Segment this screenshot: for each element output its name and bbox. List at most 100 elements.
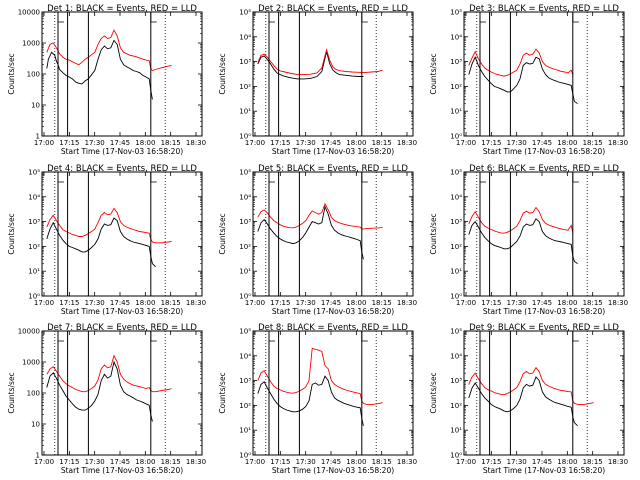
x-tick-label: 17:15 — [270, 139, 290, 147]
x-tick-label: 17:45 — [532, 458, 552, 466]
x-axis-label: Start Time (17-Nov-03 16:58:20) — [272, 466, 394, 475]
x-tick-label: 17:15 — [270, 299, 290, 307]
plot-frame — [463, 11, 625, 137]
series-events-line — [468, 376, 578, 427]
flag-marker — [572, 12, 579, 23]
series-lld-line — [46, 29, 172, 72]
x-tick-label: 18:30 — [608, 299, 628, 307]
flag-marker — [150, 172, 157, 183]
x-tick-label: 17:30 — [507, 139, 527, 147]
series-events-line — [468, 218, 578, 265]
x-tick-label: 17:00 — [245, 299, 265, 307]
series-lld-line — [46, 354, 172, 393]
x-tick-label: 17:45 — [321, 139, 341, 147]
y-tick-label: 1000 — [22, 359, 40, 367]
x-tick-label: 17:30 — [296, 458, 316, 466]
y-tick-label: 10⁵ — [28, 169, 40, 177]
panel-title: Det 8: BLACK = Events, RED = LLD — [258, 323, 408, 333]
plot-frame — [252, 330, 414, 456]
x-tick-label: 17:15 — [59, 299, 79, 307]
flag-marker — [268, 172, 275, 183]
y-tick-label: 10 — [31, 102, 40, 110]
x-tick-label: 18:00 — [135, 458, 155, 466]
x-tick-label: 18:00 — [557, 139, 577, 147]
x-tick-label: 17:15 — [481, 139, 501, 147]
x-tick-label: 18:00 — [135, 139, 155, 147]
series-lld-line — [46, 207, 172, 244]
x-axis-label: Start Time (17-Nov-03 16:58:20) — [272, 147, 394, 156]
x-axis-label: Start Time (17-Nov-03 16:58:20) — [61, 466, 183, 475]
x-tick-label: 17:00 — [245, 458, 265, 466]
y-tick-label: 10⁵ — [239, 169, 251, 177]
y-tick-label: 10³ — [28, 218, 40, 226]
x-tick-label: 17:45 — [110, 299, 130, 307]
x-axis-label: Start Time (17-Nov-03 16:58:20) — [272, 307, 394, 316]
y-tick-label: 10² — [239, 83, 251, 91]
x-tick-label: 18:15 — [161, 139, 181, 147]
x-tick-label: 18:30 — [186, 139, 206, 147]
panel-title: Det 9: BLACK = Events, RED = LLD — [469, 323, 619, 333]
y-axis-label: Counts/sec — [429, 372, 438, 413]
plot-frame — [252, 171, 414, 297]
x-tick-label: 18:00 — [346, 139, 366, 147]
y-tick-label: 10⁴ — [450, 352, 462, 360]
y-tick-label: 10⁵ — [239, 328, 251, 336]
y-tick-label: 100 — [27, 390, 40, 398]
series-lld-line — [468, 206, 574, 234]
x-tick-label: 18:15 — [583, 139, 603, 147]
y-tick-label: 10⁵ — [239, 9, 251, 17]
plot-frame — [41, 171, 203, 297]
y-tick-label: 10 — [31, 421, 40, 429]
series-lld-line — [468, 48, 574, 77]
y-tick-label: 10¹ — [239, 268, 251, 276]
x-tick-label: 17:30 — [507, 458, 527, 466]
x-axis-label: Start Time (17-Nov-03 16:58:20) — [61, 147, 183, 156]
panel-det-1: Det 1: BLACK = Events, RED = LLD 1 10 100 10… — [7, 4, 206, 156]
panel-title: Det 1: BLACK = Events, RED = LLD — [47, 4, 197, 14]
y-axis-label: Counts/sec — [7, 213, 16, 254]
y-axis-label: Counts/sec — [218, 213, 227, 254]
x-tick-label: 17:30 — [507, 299, 527, 307]
y-tick-label: 10¹ — [450, 268, 462, 276]
y-tick-label: 1 — [36, 452, 40, 460]
x-tick-label: 17:30 — [296, 299, 316, 307]
y-axis-label: Counts/sec — [7, 53, 16, 94]
y-tick-label: 10⁰ — [239, 133, 251, 141]
x-tick-label: 17:15 — [59, 139, 79, 147]
series-events-line — [46, 360, 153, 422]
x-tick-label: 17:30 — [296, 139, 316, 147]
flag-marker — [361, 172, 368, 183]
y-tick-label: 10⁰ — [450, 293, 462, 301]
x-tick-label: 18:30 — [397, 458, 417, 466]
y-tick-label: 10⁵ — [450, 328, 462, 336]
panel-title: Det 4: BLACK = Events, RED = LLD — [47, 164, 197, 174]
x-tick-label: 17:00 — [34, 139, 54, 147]
flag-marker — [479, 331, 486, 342]
y-axis-label: Counts/sec — [218, 53, 227, 94]
flag-marker — [150, 12, 157, 23]
x-tick-label: 18:30 — [397, 299, 417, 307]
x-tick-label: 17:00 — [456, 299, 476, 307]
y-tick-label: 10³ — [450, 377, 462, 385]
y-tick-label: 10³ — [239, 58, 251, 66]
panel-det-7: Det 7: BLACK = Events, RED = LLD 1 10 100 10… — [7, 323, 206, 475]
series-events-line — [257, 51, 364, 80]
y-tick-label: 10² — [239, 402, 251, 410]
x-tick-label: 17:45 — [110, 458, 130, 466]
x-tick-label: 17:15 — [59, 458, 79, 466]
panel-det-4: Det 4: BLACK = Events, RED = LLD 10⁰ 10¹ 10… — [7, 164, 206, 316]
series-lld-line — [257, 202, 383, 230]
y-tick-label: 10¹ — [239, 108, 251, 116]
y-tick-label: 10² — [450, 83, 462, 91]
x-tick-label: 18:30 — [397, 139, 417, 147]
x-tick-label: 17:45 — [321, 299, 341, 307]
y-tick-label: 10³ — [239, 218, 251, 226]
y-axis-label: Counts/sec — [218, 372, 227, 413]
x-axis-label: Start Time (17-Nov-03 16:58:20) — [61, 307, 183, 316]
x-axis-label: Start Time (17-Nov-03 16:58:20) — [483, 147, 605, 156]
y-tick-label: 10¹ — [28, 268, 40, 276]
x-tick-label: 17:45 — [321, 458, 341, 466]
x-tick-label: 17:00 — [456, 139, 476, 147]
y-tick-label: 10⁴ — [239, 352, 251, 360]
